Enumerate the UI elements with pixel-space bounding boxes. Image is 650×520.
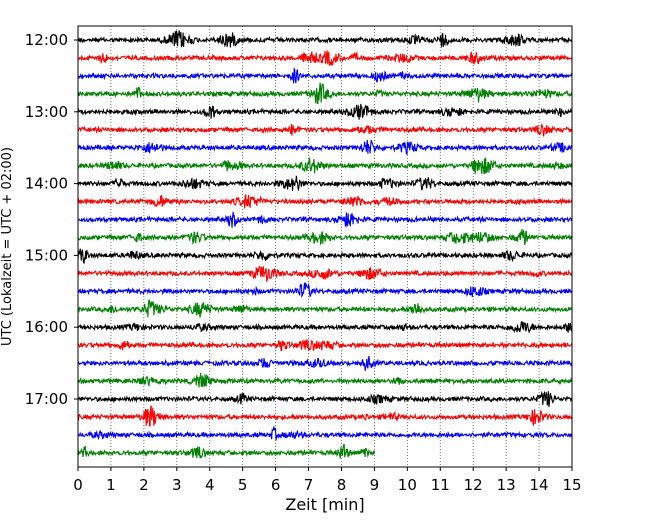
y-tick-label: 17:00 — [25, 390, 68, 408]
y-tick-label: 15:00 — [25, 246, 68, 264]
plot-frame — [77, 25, 573, 468]
x-tick-label: 10 — [398, 476, 417, 494]
tick-layer: 0 1 2 3 4 5 6 7 8 9 10 11 12 13 14 1512:0013:0014:0015:… — [25, 31, 582, 494]
x-tick-label: 0 — [73, 476, 83, 494]
seismic-trace — [77, 103, 573, 120]
x-tick-label: 6 — [271, 476, 281, 494]
seismic-trace — [77, 299, 573, 318]
seismic-trace — [77, 355, 573, 371]
x-tick-label: 12 — [464, 476, 483, 494]
y-tick-label: 13:00 — [25, 103, 68, 121]
seismic-trace — [77, 194, 573, 209]
y-tick-label: 16:00 — [25, 318, 68, 336]
seismic-trace — [77, 156, 573, 175]
seismic-trace — [77, 123, 573, 137]
seismic-trace — [77, 443, 375, 459]
seismic-trace — [77, 248, 573, 265]
seismic-trace — [77, 211, 573, 228]
trace-layer — [77, 30, 573, 459]
x-tick-label: 15 — [562, 476, 581, 494]
seismic-trace — [77, 175, 573, 192]
seismic-trace — [77, 282, 573, 298]
seismic-trace — [77, 390, 573, 408]
x-tick-label: 8 — [337, 476, 347, 494]
x-tick-label: 2 — [139, 476, 149, 494]
x-tick-label: 9 — [370, 476, 380, 494]
x-tick-label: 1 — [106, 476, 116, 494]
seismic-trace — [77, 82, 573, 105]
x-tick-label: 3 — [172, 476, 182, 494]
seismic-trace — [77, 49, 573, 66]
x-tick-label: 7 — [304, 476, 314, 494]
y-axis-title: UTC (Lokalzeit = UTC + 02:00) — [0, 147, 15, 346]
seismic-trace — [77, 67, 573, 84]
x-tick-label: 13 — [497, 476, 516, 494]
seismic-trace — [77, 139, 573, 156]
x-tick-label: 5 — [238, 476, 248, 494]
y-tick-label: 14:00 — [25, 175, 68, 193]
seismic-trace — [77, 229, 573, 246]
seismic-trace — [77, 405, 573, 427]
seismic-trace — [77, 373, 573, 388]
x-tick-label: 4 — [205, 476, 215, 494]
seismic-trace — [77, 338, 573, 352]
x-tick-label: 14 — [530, 476, 549, 494]
seismic-trace — [77, 426, 573, 441]
x-axis-title: Zeit [min] — [285, 495, 364, 514]
seismic-trace — [77, 265, 573, 283]
seismic-trace — [77, 321, 573, 335]
seismic-trace — [77, 30, 573, 48]
x-tick-label: 11 — [431, 476, 450, 494]
y-tick-label: 12:00 — [25, 31, 68, 49]
